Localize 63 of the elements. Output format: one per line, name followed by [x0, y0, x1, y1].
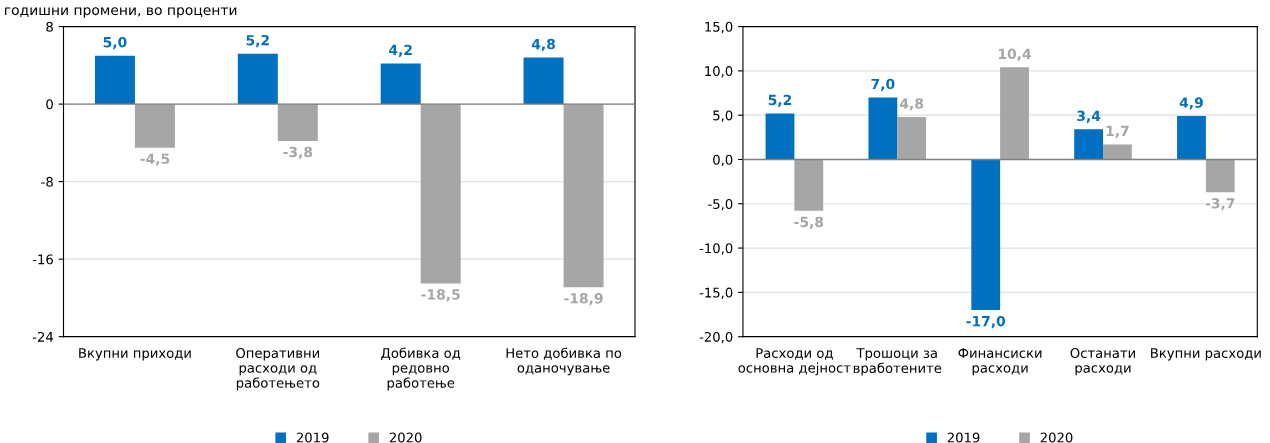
- bar: [868, 97, 898, 160]
- legend-label: 2019: [947, 432, 980, 443]
- y-tick-label: -10,0: [699, 243, 733, 255]
- data-label: 4,9: [1179, 97, 1203, 110]
- x-tick-label: Добивка од редовно работење: [381, 347, 461, 391]
- data-label: -17,0: [966, 315, 1006, 329]
- x-tick-label: Оперативни расходи од работењето: [236, 348, 320, 391]
- bar: [794, 159, 824, 211]
- y-tick-label: -15,0: [699, 287, 733, 299]
- bar: [1205, 159, 1235, 193]
- data-label: 4,8: [531, 38, 555, 52]
- bar: [94, 55, 135, 105]
- bar: [1074, 129, 1103, 160]
- x-tick-label: Трошоци за вработените: [853, 348, 942, 376]
- x-tick-label: Останати расходи: [1070, 348, 1135, 376]
- data-label: 7,0: [871, 78, 895, 91]
- bar: [237, 53, 278, 105]
- data-label: -4,5: [140, 153, 170, 166]
- data-label: 3,4: [1077, 110, 1101, 123]
- bar: [420, 104, 461, 284]
- x-tick-label: Финансиски расходи: [958, 348, 1042, 376]
- y-tick-label: 0: [46, 99, 53, 110]
- x-tick-label: Нето добивка по оданочување: [506, 347, 622, 376]
- data-label: 5,2: [768, 94, 792, 107]
- x-tick-label: Расходи од основна дејност: [738, 348, 851, 376]
- data-label: -18,5: [421, 289, 460, 302]
- data-label: 10,4: [998, 48, 1032, 61]
- bar: [897, 116, 927, 160]
- bar: [523, 57, 564, 105]
- y-tick-label: -5,0: [708, 199, 733, 211]
- y-tick-label: 15,0: [705, 21, 733, 34]
- data-label: -3,7: [1205, 198, 1235, 211]
- y-tick-label: -8: [41, 176, 53, 187]
- bar: [1177, 116, 1206, 160]
- y-tick-label: -20,0: [699, 331, 733, 344]
- legend-label: 2020: [1040, 432, 1073, 443]
- y-tick-label: 8: [46, 21, 53, 32]
- legend-label: 2019: [296, 432, 329, 443]
- data-label: 1,7: [1106, 125, 1129, 138]
- data-label: -5,8: [794, 216, 824, 229]
- data-label: 4,8: [899, 98, 924, 111]
- data-label: -3,8: [283, 146, 313, 160]
- bar: [380, 63, 421, 105]
- chart-title: годишни промени, во проценти: [5, 7, 237, 18]
- y-tick-label: -24: [32, 331, 54, 342]
- data-label: 4,2: [389, 44, 412, 57]
- x-tick-label: Вкупни расходи: [1151, 348, 1261, 361]
- y-tick-label: 10,0: [705, 66, 733, 78]
- bar: [277, 104, 318, 141]
- bar: [563, 104, 604, 288]
- bar: [971, 159, 1001, 311]
- bar: [1000, 67, 1029, 160]
- y-tick-label: -16: [32, 254, 53, 265]
- bar: [134, 104, 175, 148]
- data-label: 5,0: [103, 36, 127, 50]
- legend-label: 2020: [389, 432, 422, 443]
- bar: [1102, 144, 1132, 160]
- data-label: 5,2: [246, 34, 269, 48]
- y-tick-label: 0,0: [713, 154, 733, 167]
- y-tick-label: 5,0: [713, 110, 733, 122]
- data-label: -18,9: [564, 293, 603, 306]
- x-tick-label: Вкупни приходи: [79, 348, 191, 361]
- bar: [765, 113, 795, 160]
